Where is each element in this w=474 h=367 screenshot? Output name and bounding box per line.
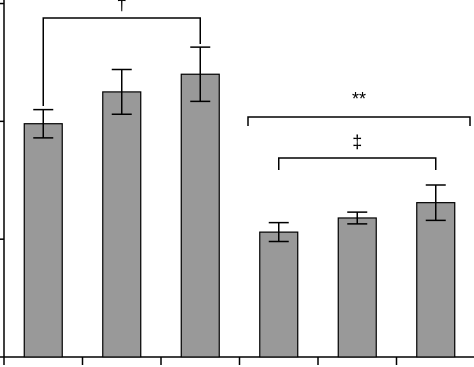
bar xyxy=(23,123,63,358)
error-bar xyxy=(111,68,132,116)
error-bar xyxy=(268,221,289,243)
bar xyxy=(337,217,377,358)
bar xyxy=(180,73,220,358)
error-bar xyxy=(33,108,54,139)
bracket xyxy=(278,157,437,170)
bar xyxy=(102,91,142,358)
bar xyxy=(416,202,456,358)
error-bar xyxy=(425,184,446,222)
annotation: † xyxy=(117,0,127,14)
bracket xyxy=(247,116,471,126)
error-bar xyxy=(190,46,211,103)
bar xyxy=(259,231,299,358)
error-bar xyxy=(347,211,368,225)
annotation: ** xyxy=(352,89,366,109)
bracket xyxy=(42,17,201,106)
annotation: ‡ xyxy=(352,132,362,152)
